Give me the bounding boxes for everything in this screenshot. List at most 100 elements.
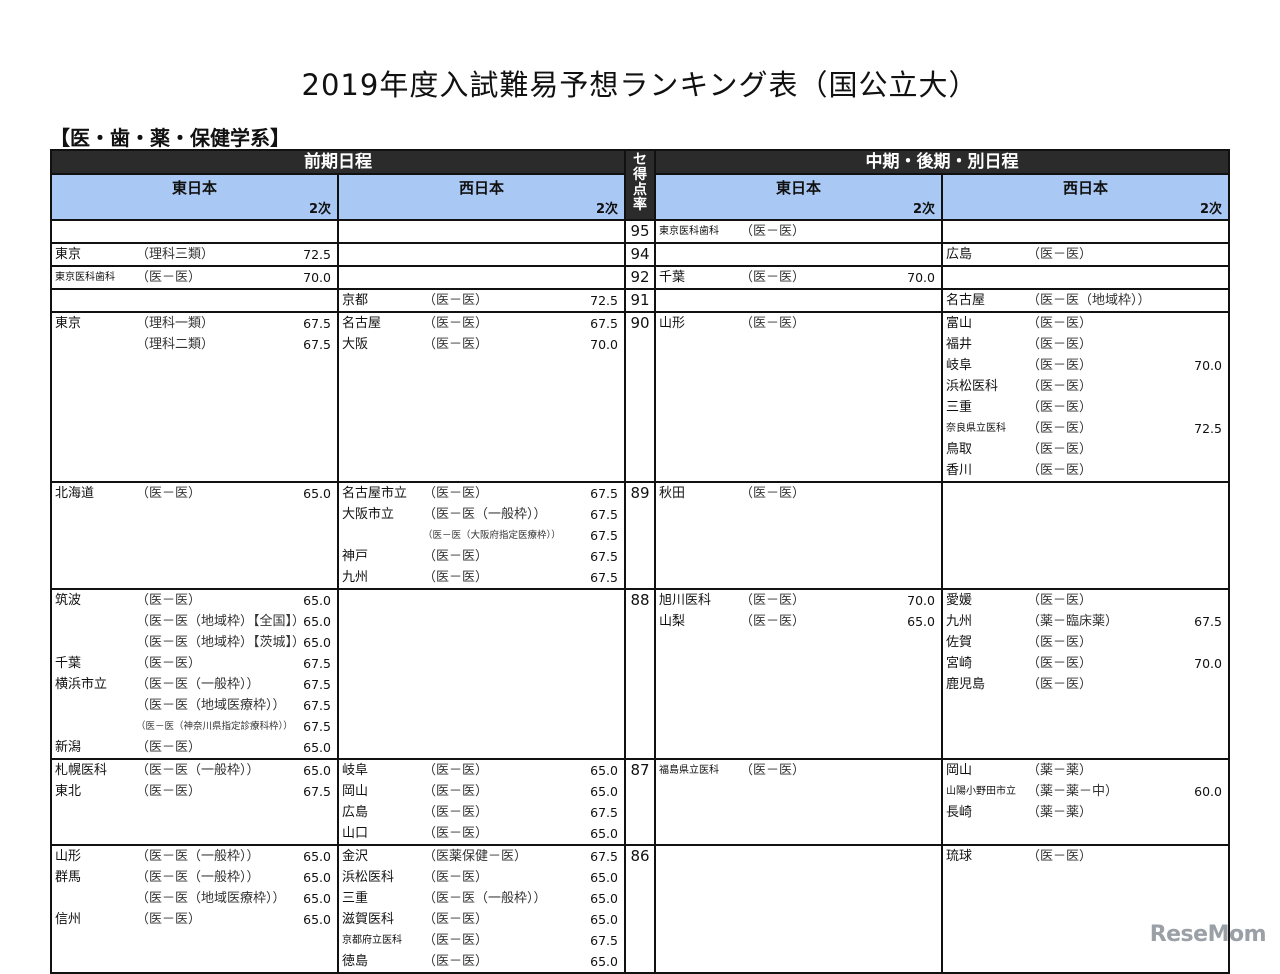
header-chuki-west: 西日本 2次 [941,173,1230,221]
course-name: （医－医（一般枠）） [136,870,260,885]
course-name: （医－医） [1027,337,1093,352]
university-name: 千葉 [55,656,82,671]
region-label: 東日本 [775,179,821,197]
cell-cw: 富山 （医－医） 福井 （医－医） 岐阜 （医－医） 70.0 浜松医科 （医－医） 三重 （医－医… [941,311,1230,483]
list-item: 金沢 （医薬保健－医） 67.5 [339,846,624,867]
university-name: 名古屋 [342,316,382,331]
list-item: 大阪市立 （医－医（一般枠）） 67.5 [339,504,624,525]
university-name: 滋賀医科 [342,912,395,927]
course-name: （医－医） [136,740,202,755]
list-item: 群馬 （医－医（一般枠）） 65.0 [52,867,337,888]
list-item: 滋賀医科 （医－医） 65.0 [339,909,624,930]
list-item: （理科二類） 67.5 [52,334,337,355]
score-value: 72.5 [590,293,618,308]
university-name: 群馬 [55,870,82,885]
list-item: 三重 （医－医（一般枠）） 65.0 [339,888,624,909]
score-value: 67.5 [303,698,331,713]
list-item: 福井 （医－医） [943,334,1228,355]
list-item: 徳島 （医－医） 65.0 [339,951,624,972]
course-name: （医－医） [740,614,806,629]
list-item: 岡山 （医－医） 65.0 [339,781,624,802]
list-item: 横浜市立 （医－医（一般枠）） 67.5 [52,674,337,695]
cell-ze: 筑波 （医－医） 65.0 （医－医（地域枠）【全国】） 65.0 （医－医（地域枠）【茨… [50,588,339,760]
cell-ze: 東京 （理科三類） 72.5 [50,242,339,267]
score-band-row: 95 東京医科歯科 （医－医） [50,219,1230,244]
course-name: （医－医） [423,870,489,885]
score-value: 65.0 [303,870,331,885]
list-item: 旭川医科 （医－医） 70.0 [656,590,941,611]
course-name: （医－医） [1027,379,1093,394]
course-name: （医－医） [740,316,806,331]
course-name: （医－医） [423,293,489,308]
center-score: 91 [624,288,656,313]
cell-zw: 名古屋 （医－医） 67.5 大阪 （医－医） 70.0 [337,311,626,483]
course-name: （医－医） [1027,442,1093,457]
score-header-char: 得 [633,167,647,183]
university-name: 山陽小野田市立 [946,786,1016,797]
university-name: 鳥取 [946,442,973,457]
university-name: 横浜市立 [55,677,108,692]
list-item: 三重 （医－医） [943,397,1228,418]
course-name: （医－医（地域医療枠）） [136,698,286,713]
course-name: （医－医） [423,570,489,585]
university-name: 長崎 [946,805,973,820]
cell-zw: 名古屋市立 （医－医） 67.5 大阪市立 （医－医（一般枠）） 67.5 （医－医（大阪府… [337,481,626,590]
score-value: 72.5 [303,247,331,262]
score-value: 67.5 [1194,614,1222,629]
score-value: 67.5 [590,570,618,585]
list-item: 東北 （医－医） 67.5 [52,781,337,802]
list-item: 東京 （理科一類） 67.5 [52,313,337,334]
score-value: 70.0 [1194,656,1222,671]
list-item: 東京 （理科三類） 72.5 [52,244,337,265]
score-band-row: 京都 （医－医） 72.5 91 名古屋 （医－医（地域枠）） [50,288,1230,313]
score-band-row: 札幌医科 （医－医（一般枠）） 65.0 東北 （医－医） 67.5 岐阜 （医－医） 65.0… [50,758,1230,846]
cell-cw: 名古屋 （医－医（地域枠）） [941,288,1230,313]
score-band-row: 東京 （理科一類） 67.5 （理科二類） 67.5 名古屋 （医－医） 67.5 大阪 （医－医… [50,311,1230,483]
university-name: 岡山 [946,763,973,778]
center-score: 94 [624,242,656,267]
score-band-row: 東京医科歯科 （医－医） 70.0 92 千葉 （医－医） 70.0 [50,265,1230,290]
course-name: （医－医） [1027,421,1093,436]
course-name: （医－医） [423,549,489,564]
list-item: 岐阜 （医－医） 65.0 [339,760,624,781]
university-name: 名古屋 [946,293,986,308]
cell-cw: 愛媛 （医－医） 九州 （薬－臨床薬） 67.5 佐賀 （医－医） 宮崎 （医－医） 70.0 鹿児… [941,588,1230,760]
niji-label: 2次 [595,202,618,217]
list-item: 富山 （医－医） [943,313,1228,334]
course-name: （医－医） [423,337,489,352]
list-item: 山形 （医－医） [656,313,941,334]
course-name: （医－医（地域枠）） [1027,293,1151,308]
cell-ze: 札幌医科 （医－医（一般枠）） 65.0 東北 （医－医） 67.5 [50,758,339,846]
header-score: セ 得 点 率 [624,149,656,221]
center-score: 88 [624,588,656,760]
university-name: 東京 [55,247,82,262]
list-item: 山口 （医－医） 65.0 [339,823,624,844]
university-name: 金沢 [342,849,369,864]
center-score: 87 [624,758,656,846]
university-name: 山形 [659,316,686,331]
list-item: 大阪 （医－医） 70.0 [339,334,624,355]
university-name: 信州 [55,912,82,927]
university-name: 岡山 [342,784,369,799]
course-name: （医－医） [1027,400,1093,415]
center-score: 92 [624,265,656,290]
course-name: （医－医） [1027,463,1093,478]
course-name: （医－医） [740,224,806,239]
course-name: （医－医） [423,763,489,778]
score-value: 72.5 [1194,421,1222,436]
course-name: （医－医） [1027,247,1093,262]
university-name: 東京医科歯科 [659,226,719,237]
university-name: 浜松医科 [946,379,999,394]
cell-ce [654,844,943,974]
score-header-char: 点 [633,182,647,198]
score-value: 67.5 [590,549,618,564]
list-item: 浜松医科 （医－医） 65.0 [339,867,624,888]
university-name: 山形 [55,849,82,864]
university-name: 広島 [946,247,973,262]
course-name: （医薬保健－医） [423,849,528,864]
center-score: 95 [624,219,656,244]
university-name: 福島県立医科 [659,765,719,776]
university-name: 香川 [946,463,973,478]
course-name: （医－医） [1027,656,1093,671]
cell-ze: 東京 （理科一類） 67.5 （理科二類） 67.5 [50,311,339,483]
